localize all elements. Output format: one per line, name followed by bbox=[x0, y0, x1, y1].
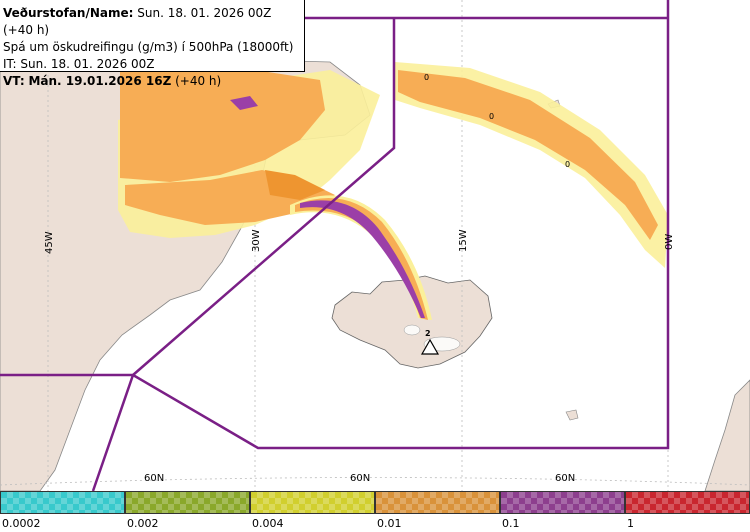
legend-swatch bbox=[0, 491, 125, 514]
fir-boundary bbox=[0, 0, 670, 492]
legend-swatch bbox=[625, 491, 750, 514]
legend-swatch bbox=[250, 491, 375, 514]
forecast-info-box: Veðurstofan/Name: Sun. 18. 01. 2026 00Z … bbox=[0, 0, 305, 88]
legend-tick: 0.01 bbox=[377, 517, 402, 530]
contour-label: 0 bbox=[565, 160, 571, 169]
longitude-label-45w: 45W bbox=[44, 231, 55, 254]
ash-high-concentration-patch bbox=[230, 96, 258, 110]
glacier bbox=[403, 324, 421, 336]
run-time: Sun. 18. 01. 2026 00Z (+40 h) bbox=[3, 6, 272, 37]
ash-plume-main-core bbox=[300, 200, 425, 318]
latitude-label: 60N bbox=[144, 473, 165, 484]
legend-swatch bbox=[500, 491, 625, 514]
valid-day: Mán. 19.01.2026 16Z bbox=[28, 74, 172, 88]
volcano-triangle-icon bbox=[420, 338, 440, 355]
legend-tick: 0.0002 bbox=[2, 517, 41, 530]
valid-offset: (+40 h) bbox=[175, 74, 222, 88]
legend-tick: 1 bbox=[627, 517, 634, 530]
legend-swatch bbox=[125, 491, 250, 514]
longitude-label-15w: 15W bbox=[458, 229, 469, 252]
longitude-label-0w: 0W bbox=[664, 233, 675, 250]
legend-swatch bbox=[375, 491, 500, 514]
valid-label: VT: bbox=[3, 74, 25, 88]
legend-tick: 0.004 bbox=[252, 517, 284, 530]
org-label: Veðurstofan/Name: bbox=[3, 6, 134, 20]
legend-tick: 0.1 bbox=[502, 517, 520, 530]
longitude-label-30w: 30W bbox=[251, 229, 262, 252]
legend-tick: 0.002 bbox=[127, 517, 159, 530]
contour-label: 0 bbox=[424, 73, 430, 82]
concentration-legend: 0.0002 0.002 0.004 0.01 0.1 1 bbox=[0, 491, 750, 532]
issue-time: IT: Sun. 18. 01. 2026 00Z bbox=[3, 57, 155, 71]
ash-plume-eastern bbox=[398, 70, 658, 240]
contour-label: 2 bbox=[425, 329, 431, 338]
contour-label: 0 bbox=[489, 112, 495, 121]
faroe-islands bbox=[565, 409, 579, 421]
forecast-description: Spá um öskudreifingu (g/m3) í 500hPa (18… bbox=[3, 40, 294, 54]
ash-plume-western bbox=[120, 70, 325, 182]
latitude-label: 60N bbox=[350, 473, 371, 484]
latitude-label: 60N bbox=[555, 473, 576, 484]
ash-plume-dark-core bbox=[265, 170, 325, 200]
